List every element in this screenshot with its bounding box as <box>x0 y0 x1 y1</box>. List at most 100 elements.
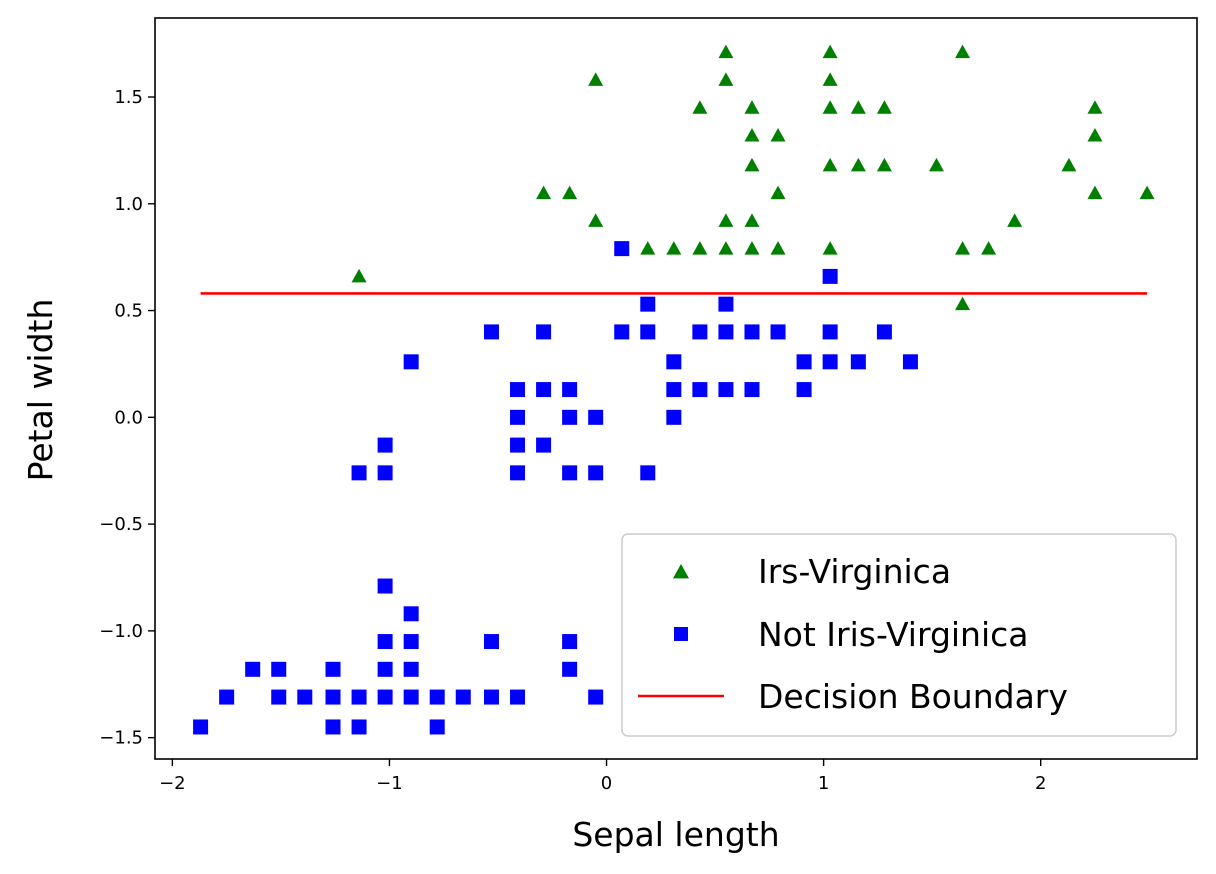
not-virginica-point <box>536 437 552 453</box>
not-virginica-point <box>718 296 734 312</box>
not-virginica-point <box>377 689 393 705</box>
legend-label-not-virginica: Not Iris-Virginica <box>758 615 1029 654</box>
not-virginica-point <box>666 354 682 370</box>
virginica-point <box>744 213 760 227</box>
x-tick-label: 2 <box>1035 773 1046 794</box>
virginica-point <box>1087 100 1103 114</box>
not-virginica-point <box>640 465 656 481</box>
not-virginica-point <box>429 689 445 705</box>
virginica-point <box>955 241 971 255</box>
not-virginica-point <box>902 354 918 370</box>
y-tick-label: −1.0 <box>99 621 143 642</box>
virginica-point <box>822 157 838 172</box>
virginica-point <box>692 100 708 114</box>
virginica-point <box>588 213 604 227</box>
virginica-point <box>744 241 760 255</box>
not-virginica-point <box>562 409 578 425</box>
not-virginica-point <box>377 465 393 481</box>
not-virginica-point <box>351 689 367 705</box>
not-virginica-point <box>377 634 393 650</box>
not-virginica-point <box>510 409 526 425</box>
not-virginica-point <box>510 382 526 398</box>
virginica-point <box>1061 157 1077 172</box>
not-virginica-point <box>483 689 499 705</box>
not-virginica-point <box>377 437 393 453</box>
y-tick-label: 1.5 <box>114 87 143 108</box>
virginica-point <box>562 185 578 200</box>
virginica-point <box>822 241 838 255</box>
x-tick-label: −2 <box>159 773 186 794</box>
not-virginica-point <box>744 382 760 398</box>
virginica-point <box>981 241 997 255</box>
not-virginica-point <box>850 354 866 370</box>
virginica-point <box>744 157 760 172</box>
not-virginica-point <box>510 465 526 481</box>
not-virginica-point <box>770 324 786 340</box>
not-virginica-point <box>666 382 682 398</box>
virginica-point <box>822 100 838 114</box>
not-virginica-point <box>510 689 526 705</box>
not-virginica-point <box>536 382 552 398</box>
y-axis-label: Petal width <box>21 299 60 482</box>
not-virginica-point <box>822 324 838 340</box>
not-virginica-point <box>640 324 656 340</box>
legend-frame <box>621 533 1177 737</box>
not-virginica-point <box>351 719 367 735</box>
not-virginica-point <box>510 437 526 453</box>
virginica-point <box>640 241 656 255</box>
not-virginica-point <box>403 689 419 705</box>
not-virginica-point <box>351 465 367 481</box>
legend-label-boundary: Decision Boundary <box>758 677 1068 716</box>
not-virginica-point <box>193 719 209 735</box>
not-virginica-point <box>666 409 682 425</box>
not-virginica-point <box>483 634 499 650</box>
not-virginica-point <box>562 661 578 677</box>
virginica-point <box>351 268 367 283</box>
virginica-point <box>536 185 552 200</box>
virginica-point <box>850 157 866 172</box>
not-virginica-point <box>876 324 892 340</box>
not-virginica-point <box>403 634 419 650</box>
virginica-point <box>822 44 838 59</box>
virginica-point <box>718 213 734 227</box>
virginica-point <box>876 100 892 114</box>
not-virginica-point <box>377 661 393 677</box>
virginica-point <box>929 157 944 172</box>
virginica-point <box>770 185 786 200</box>
not-virginica-point <box>692 324 708 340</box>
not-virginica-point <box>403 606 419 622</box>
not-virginica-point <box>483 324 499 340</box>
not-virginica-point <box>429 719 445 735</box>
x-tick-label: −1 <box>376 773 403 794</box>
virginica-point <box>1087 185 1103 200</box>
not-virginica-point <box>219 689 235 705</box>
y-tick-label: 0.5 <box>114 301 143 322</box>
virginica-point <box>718 241 734 255</box>
not-virginica-point <box>692 382 708 398</box>
virginica-point <box>876 157 892 172</box>
virginica-point <box>744 100 760 114</box>
virginica-point <box>666 241 682 255</box>
not-virginica-point <box>297 689 313 705</box>
virginica-point <box>692 241 708 255</box>
not-virginica-point <box>588 409 604 425</box>
not-virginica-point <box>403 661 419 677</box>
not-virginica-point <box>271 661 287 677</box>
legend-label-virginica: Irs-Virginica <box>758 552 951 591</box>
not-virginica-point <box>796 382 812 398</box>
data-marks <box>193 44 1155 735</box>
not-virginica-point <box>377 578 393 594</box>
legend-marker-triangle <box>673 564 689 579</box>
not-virginica-point <box>822 268 838 284</box>
y-tick-label: 1.0 <box>114 194 143 215</box>
not-virginica-point <box>562 382 578 398</box>
not-virginica-point <box>455 689 471 705</box>
not-virginica-point <box>640 296 656 312</box>
not-virginica-point <box>744 324 760 340</box>
x-tick-label: 1 <box>818 773 829 794</box>
legend-marker-square <box>674 627 688 641</box>
x-axis-label: Sepal length <box>572 815 779 854</box>
not-virginica-point <box>325 719 341 735</box>
x-tick-label: 0 <box>601 773 612 794</box>
